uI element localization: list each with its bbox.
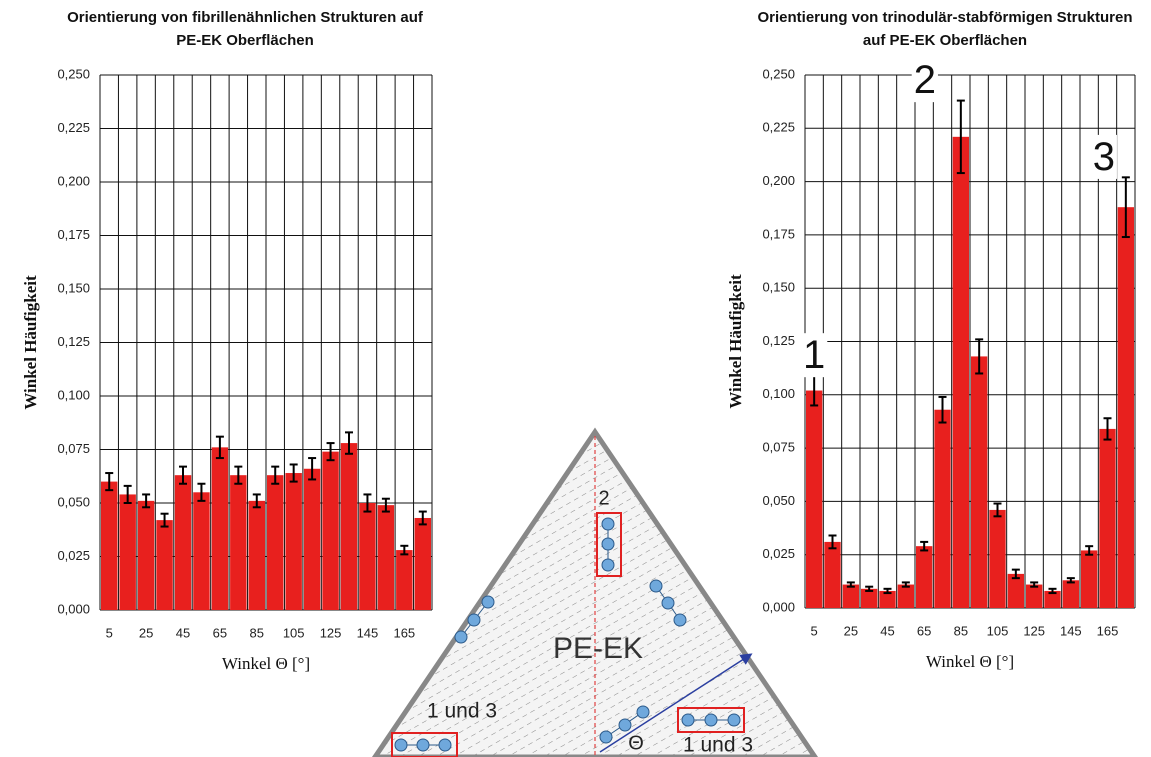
y-tick-label: 0,150 bbox=[762, 280, 795, 295]
bar bbox=[230, 475, 246, 610]
x-tick-label: 125 bbox=[1023, 623, 1045, 638]
bar bbox=[806, 391, 822, 608]
x-tick-label: 125 bbox=[320, 625, 342, 640]
x-tick-label: 25 bbox=[844, 623, 858, 638]
x-tick-label: 85 bbox=[250, 625, 264, 640]
bar bbox=[843, 585, 859, 608]
y-tick-label: 0,125 bbox=[762, 333, 795, 348]
y-tick-label: 0,050 bbox=[57, 494, 90, 509]
y-tick-label: 0,025 bbox=[57, 548, 90, 563]
bar bbox=[415, 518, 431, 610]
bar bbox=[322, 452, 338, 610]
y-tick-label: 0,225 bbox=[762, 120, 795, 135]
y-tick-label: 0,100 bbox=[57, 387, 90, 402]
x-tick-label: 85 bbox=[954, 623, 968, 638]
x-tick-label: 165 bbox=[393, 625, 415, 640]
y-tick-label: 0,200 bbox=[762, 173, 795, 188]
x-tick-label: 65 bbox=[917, 623, 931, 638]
diagram-label: Θ bbox=[628, 732, 644, 754]
bar bbox=[971, 356, 987, 608]
y-tick-label: 0,250 bbox=[762, 66, 795, 81]
y-tick-label: 0,075 bbox=[57, 441, 90, 456]
bar bbox=[101, 482, 117, 610]
x-tick-label: 45 bbox=[176, 625, 190, 640]
y-tick-label: 0,100 bbox=[762, 386, 795, 401]
y-tick-label: 0,225 bbox=[57, 120, 90, 135]
y-axis-label: Winkel Häufigkeit bbox=[21, 275, 40, 410]
bar bbox=[989, 510, 1005, 608]
bar bbox=[916, 546, 932, 608]
diagram-label: PE-EK bbox=[553, 632, 643, 665]
diagram-label: 2 bbox=[598, 487, 609, 509]
bar bbox=[1026, 585, 1042, 608]
x-tick-label: 45 bbox=[880, 623, 894, 638]
bar bbox=[119, 494, 135, 610]
bar bbox=[193, 492, 209, 610]
page: Orientierung von fibrillenähnlichen Stru… bbox=[0, 0, 1151, 757]
triangle-diagram: 2 PE-EK 1 und 3 1 und 3 Θ bbox=[375, 432, 815, 757]
bar bbox=[378, 505, 394, 610]
bar bbox=[953, 137, 969, 608]
y-tick-label: 0,125 bbox=[57, 334, 90, 349]
bar bbox=[1099, 429, 1115, 608]
x-tick-label: 145 bbox=[1060, 623, 1082, 638]
y-tick-label: 0,175 bbox=[57, 227, 90, 242]
x-axis-label: Winkel Θ [°] bbox=[926, 652, 1014, 671]
y-tick-label: 0,175 bbox=[762, 226, 795, 241]
x-axis-label: Winkel Θ [°] bbox=[222, 654, 310, 673]
annotation: 2 bbox=[914, 58, 936, 102]
bar bbox=[304, 469, 320, 610]
annotation: 1 bbox=[803, 333, 825, 377]
bar bbox=[212, 447, 228, 610]
figure: 2 PE-EK 1 und 3 1 und 3 Θ 0,000 0,025 0,05… bbox=[0, 0, 1151, 757]
bar bbox=[934, 410, 950, 608]
x-tick-label: 5 bbox=[106, 625, 113, 640]
x-tick-label: 65 bbox=[213, 625, 227, 640]
bar bbox=[1118, 207, 1134, 608]
annotation: 3 bbox=[1093, 135, 1115, 179]
y-tick-label: 0,075 bbox=[762, 440, 795, 455]
bar bbox=[249, 501, 265, 610]
y-axis-label: Winkel Häufigkeit bbox=[726, 274, 745, 409]
x-tick-label: 165 bbox=[1097, 623, 1119, 638]
y-tick-label: 0,050 bbox=[762, 493, 795, 508]
bar bbox=[156, 520, 172, 610]
bar bbox=[824, 542, 840, 608]
x-tick-label: 5 bbox=[811, 623, 818, 638]
diagram-label: 1 und 3 bbox=[427, 700, 497, 723]
bar bbox=[1081, 550, 1097, 608]
y-tick-label: 0,025 bbox=[762, 546, 795, 561]
bar bbox=[396, 550, 412, 610]
x-tick-label: 105 bbox=[283, 625, 305, 640]
y-tick-label: 0,150 bbox=[57, 280, 90, 295]
y-tick-label: 0,000 bbox=[57, 601, 90, 616]
x-tick-label: 25 bbox=[139, 625, 153, 640]
bar bbox=[1063, 580, 1079, 608]
y-tick-label: 0,250 bbox=[57, 66, 90, 81]
bar bbox=[359, 503, 375, 610]
bar bbox=[285, 473, 301, 610]
bar bbox=[898, 585, 914, 608]
diagram-label: 1 und 3 bbox=[683, 734, 753, 757]
x-tick-label: 105 bbox=[987, 623, 1009, 638]
bar bbox=[341, 443, 357, 610]
y-tick-label: 0,200 bbox=[57, 173, 90, 188]
y-tick-label: 0,000 bbox=[762, 599, 795, 614]
bar bbox=[138, 501, 154, 610]
x-tick-label: 145 bbox=[357, 625, 379, 640]
bar bbox=[175, 475, 191, 610]
bar bbox=[267, 475, 283, 610]
